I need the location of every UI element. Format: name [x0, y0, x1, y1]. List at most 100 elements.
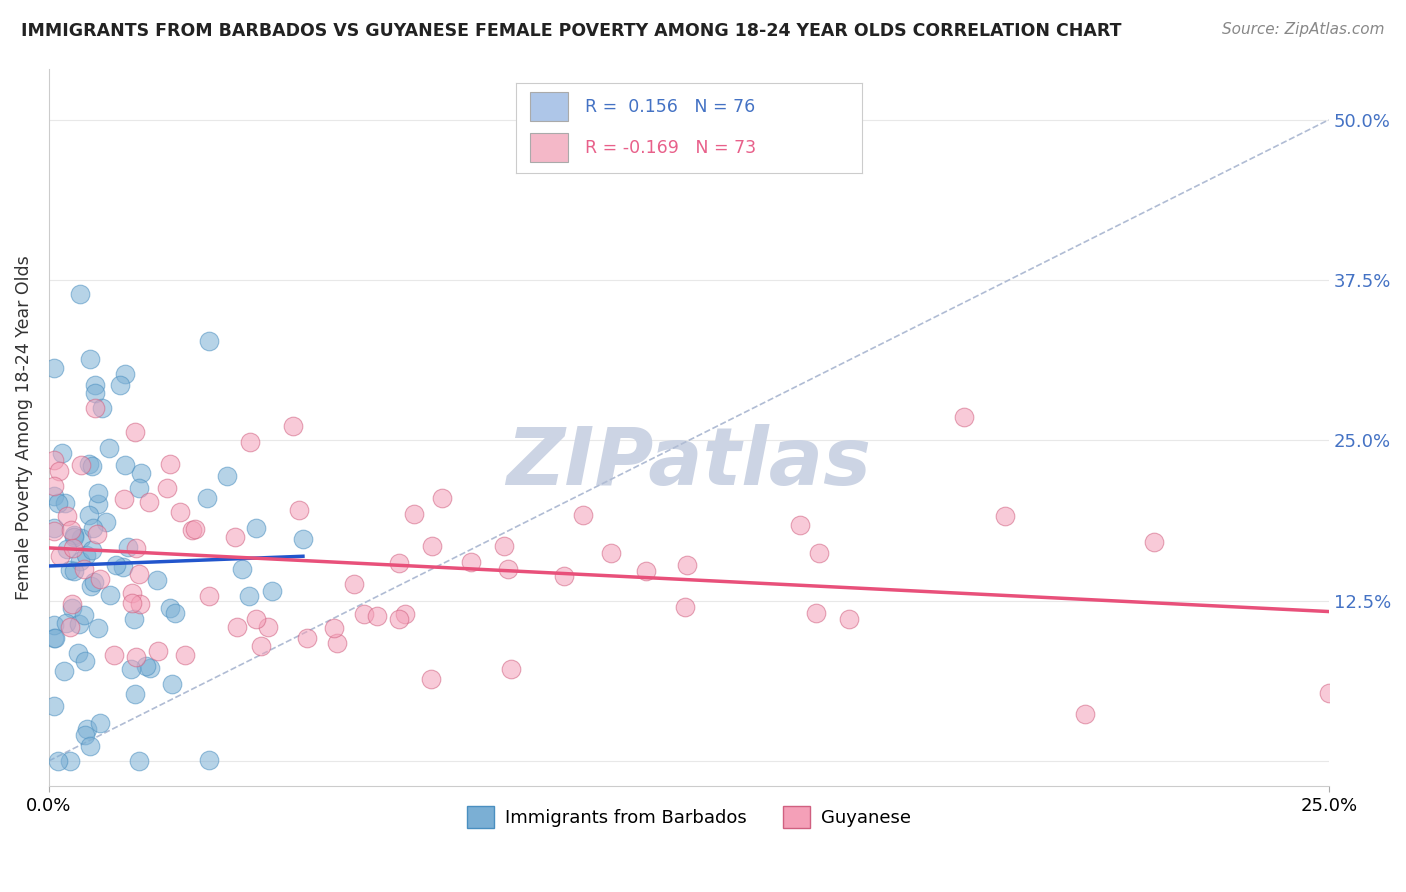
Text: IMMIGRANTS FROM BARBADOS VS GUYANESE FEMALE POVERTY AMONG 18-24 YEAR OLDS CORREL: IMMIGRANTS FROM BARBADOS VS GUYANESE FEM…	[21, 22, 1122, 40]
Point	[159, 457, 181, 471]
Point	[404, 507, 426, 521]
Point	[42, 361, 65, 376]
Point	[49, 549, 72, 563]
Point	[73, 654, 96, 668]
Point	[121, 586, 143, 600]
Point	[326, 636, 349, 650]
Point	[226, 619, 249, 633]
Point	[73, 608, 96, 623]
Point	[42, 520, 65, 534]
Point	[114, 458, 136, 473]
Point	[42, 478, 65, 492]
Point	[59, 563, 82, 577]
Point	[66, 646, 89, 660]
Point	[181, 524, 204, 538]
Point	[128, 754, 150, 768]
Point	[46, 754, 69, 768]
Point	[124, 541, 146, 555]
Text: Source: ZipAtlas.com: Source: ZipAtlas.com	[1222, 22, 1385, 37]
Point	[256, 619, 278, 633]
Point	[217, 468, 239, 483]
Point	[53, 664, 76, 678]
Point	[114, 367, 136, 381]
Point	[245, 612, 267, 626]
Point	[353, 607, 375, 622]
Point	[86, 526, 108, 541]
Point	[110, 378, 132, 392]
Point	[48, 496, 70, 510]
Point	[197, 589, 219, 603]
Point	[420, 539, 443, 553]
Point	[75, 728, 97, 742]
Point	[124, 425, 146, 439]
Point	[59, 754, 82, 768]
Point	[460, 555, 482, 569]
Point	[297, 631, 319, 645]
Point	[394, 607, 416, 621]
Point	[97, 441, 120, 455]
Point	[62, 565, 84, 579]
Point	[67, 616, 90, 631]
Point	[430, 491, 453, 505]
Point	[245, 521, 267, 535]
Point	[676, 558, 699, 573]
Point	[125, 649, 148, 664]
Point	[238, 589, 260, 603]
Point	[673, 600, 696, 615]
Point	[48, 464, 70, 478]
Point	[322, 621, 344, 635]
Point	[72, 562, 94, 576]
Point	[83, 401, 105, 415]
Point	[103, 648, 125, 663]
Point	[808, 546, 831, 560]
Point	[1074, 706, 1097, 721]
Point	[128, 566, 150, 581]
Point	[56, 509, 79, 524]
Point	[76, 722, 98, 736]
Point	[111, 559, 134, 574]
Point	[1317, 686, 1340, 700]
Point	[62, 541, 84, 556]
Point	[120, 662, 142, 676]
Point	[87, 621, 110, 635]
Point	[952, 410, 974, 425]
Point	[59, 620, 82, 634]
Point	[124, 687, 146, 701]
Point	[159, 601, 181, 615]
Point	[291, 533, 314, 547]
Point	[156, 481, 179, 495]
Point	[195, 491, 218, 505]
Point	[42, 699, 65, 714]
Point	[44, 631, 66, 645]
Point	[56, 542, 79, 557]
Point	[122, 612, 145, 626]
Point	[63, 528, 86, 542]
Point	[42, 452, 65, 467]
Point	[994, 509, 1017, 524]
Point	[87, 486, 110, 500]
Point	[281, 419, 304, 434]
Point	[62, 530, 84, 544]
Point	[60, 600, 83, 615]
Point	[169, 505, 191, 519]
Point	[79, 352, 101, 367]
Point	[83, 575, 105, 590]
Point	[90, 401, 112, 416]
Point	[224, 530, 246, 544]
Point	[89, 572, 111, 586]
Point	[84, 385, 107, 400]
Point	[496, 562, 519, 576]
Point	[184, 522, 207, 536]
Point	[135, 659, 157, 673]
Point	[98, 587, 121, 601]
Point	[117, 540, 139, 554]
Point	[128, 481, 150, 495]
Y-axis label: Female Poverty Among 18-24 Year Olds: Female Poverty Among 18-24 Year Olds	[15, 255, 32, 600]
Point	[600, 546, 623, 560]
Point	[366, 609, 388, 624]
Point	[77, 457, 100, 471]
Point	[60, 597, 83, 611]
Point	[70, 458, 93, 472]
Point	[44, 632, 66, 646]
Point	[806, 606, 828, 620]
